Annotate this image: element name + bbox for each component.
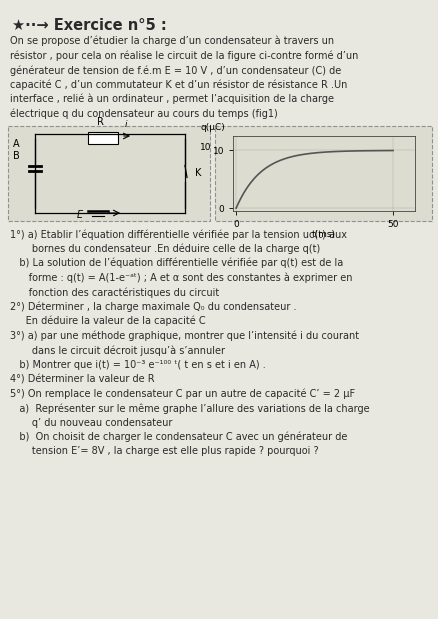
Text: i: i [125,120,127,129]
Text: 2°) Déterminer , la charge maximale Q₀ du condensateur .: 2°) Déterminer , la charge maximale Q₀ d… [10,301,297,312]
Text: interface , relié à un ordinateur , permet l’acquisition de la charge: interface , relié à un ordinateur , perm… [10,94,334,105]
Text: En déduire la valeur de la capacité C: En déduire la valeur de la capacité C [10,316,205,326]
Text: 5°) On remplace le condensateur C par un autre de capacité C’ = 2 μF: 5°) On remplace le condensateur C par un… [10,389,355,399]
Text: b)  On choisit de charger le condensateur C avec un générateur de: b) On choisit de charger le condensateur… [10,432,347,443]
Text: capacité C , d’un commutateur K et d’un résistor de résistance R .Un: capacité C , d’un commutateur K et d’un … [10,79,347,90]
Text: 1°) a) Etablir l’équation différentielle vérifiée par la tension uᴄ(t) aux: 1°) a) Etablir l’équation différentielle… [10,229,347,240]
Text: 4°) Déterminer la valeur de R: 4°) Déterminer la valeur de R [10,374,155,384]
Text: dans le circuit décroit jusqu’à s’annuler: dans le circuit décroit jusqu’à s’annule… [10,345,225,355]
Bar [88,132,118,144]
Text: A: A [13,139,19,149]
X-axis label: t(ms): t(ms) [312,230,336,240]
Text: K: K [195,168,201,178]
Text: électrique q du condensateur au cours du temps (fig1): électrique q du condensateur au cours du… [10,108,278,119]
Text: b) Montrer que i(t) = 10⁻³ e⁻¹⁰⁰ ᵗ( t en s et i en A) .: b) Montrer que i(t) = 10⁻³ e⁻¹⁰⁰ ᵗ( t en… [10,360,266,370]
Text: R: R [96,117,103,127]
Text: b) La solution de l’équation différentielle vérifiée par q(t) est de la: b) La solution de l’équation différentie… [10,258,343,269]
Polygon shape [215,126,432,221]
Text: 3°) a) par une méthode graphique, montrer que l’intensité i du courant: 3°) a) par une méthode graphique, montre… [10,331,359,341]
Text: forme : q(t) = A(1-e⁻ᵃᵗ) ; A et α sont des constantes à exprimer en: forme : q(t) = A(1-e⁻ᵃᵗ) ; A et α sont d… [10,272,353,283]
Text: bornes du condensateur .En déduire celle de la charge q(t): bornes du condensateur .En déduire celle… [10,243,320,254]
Text: B: B [13,151,19,161]
Text: a)  Représenter sur le même graphe l’allure des variations de la charge: a) Représenter sur le même graphe l’allu… [10,403,370,413]
Text: résistor , pour cela on réalise le circuit de la figure ci-contre formé d’un: résistor , pour cela on réalise le circu… [10,51,358,61]
Text: fonction des caractéristiques du circuit: fonction des caractéristiques du circuit [10,287,219,298]
Text: 10: 10 [200,143,212,152]
Text: générateur de tension de f.é.m E = 10 V , d’un condensateur (C) de: générateur de tension de f.é.m E = 10 V … [10,65,341,76]
Text: On se propose d’étudier la charge d’un condensateur à travers un: On se propose d’étudier la charge d’un c… [10,36,334,46]
Text: q’ du nouveau condensateur: q’ du nouveau condensateur [10,417,173,428]
Text: ★··→ Exercice n°5 :: ★··→ Exercice n°5 : [12,18,167,33]
Text: E: E [77,210,83,220]
Text: tension E’= 8V , la charge est elle plus rapide ? pourquoi ?: tension E’= 8V , la charge est elle plus… [10,446,318,456]
Polygon shape [8,126,210,221]
Text: q(μC): q(μC) [200,123,225,132]
